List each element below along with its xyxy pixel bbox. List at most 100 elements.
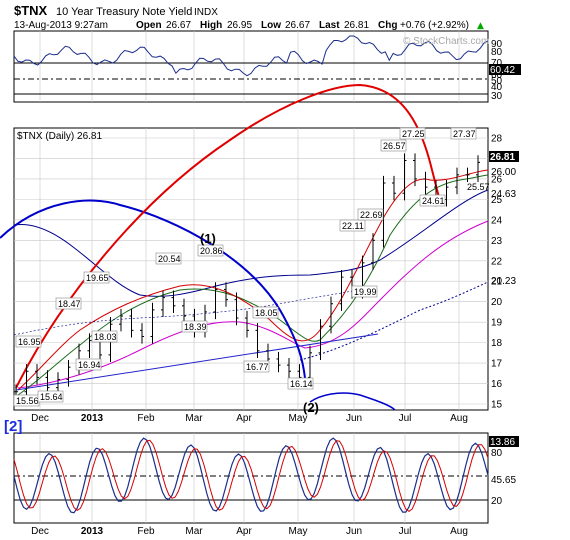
rsi-panel: 90 80 70 60 50 40 30 60.42 (13, 30, 521, 103)
stoch-high-badge (489, 436, 519, 447)
wave-1-label: (1) (200, 231, 216, 246)
stoch-k-line (13, 437, 489, 514)
x-tick-label-stoch: Jun (346, 526, 362, 537)
chg-label: Chg (378, 20, 397, 31)
annotation-label: 18.39 (184, 322, 207, 332)
security-name: 10 Year Treasury Note Yield (56, 6, 192, 18)
up-arrow-icon: ▲ (477, 21, 484, 31)
chg-value: +0.76 (+2.92%) (400, 20, 469, 31)
last-label: Last (319, 20, 340, 31)
price-y-tick: 28 (491, 134, 503, 145)
last-price-value: 26.81 (490, 152, 515, 163)
rsi-tick-30: 30 (491, 91, 503, 102)
annotation-label: 19.99 (354, 287, 377, 297)
x-axis-ticks-stoch: Dec 2013 Feb Mar Apr May Jun Jul Aug (31, 526, 468, 537)
price-panel: 2827262524232221201918171615 15.5616.951… (0, 83, 519, 415)
stochastic-panel: [2] 13.86 80 45.65 20 (4, 418, 519, 524)
annotation-label: 18.47 (58, 299, 81, 309)
x-tick-label-stoch: Aug (450, 526, 468, 537)
annotation-label: 16.94 (78, 360, 101, 370)
rsi-tick-50: 50 (491, 76, 503, 87)
header-datetime: 13-Aug-2013 9:27am (14, 20, 108, 31)
open-value: 26.67 (166, 20, 191, 31)
x-tick-label-stoch: Apr (236, 526, 252, 537)
symbol-title: $TNX (14, 3, 48, 18)
stoch-tick-20: 20 (491, 496, 503, 507)
ma-long-line (17, 220, 489, 389)
price-y-tick: 20 (491, 297, 503, 308)
price-y-tick: 23 (491, 236, 503, 247)
price-legend: $TNX (Daily) 26.81 (17, 131, 102, 142)
annotation-box (351, 285, 378, 298)
annotation-label: 27.37 (453, 129, 476, 139)
annotation-label: 22.11 (342, 221, 364, 231)
annotation-label: 27.25 (402, 129, 425, 139)
rsi-grid (39, 31, 460, 102)
price-y-tick: 25 (491, 195, 503, 206)
stoch-tick-80: 80 (491, 448, 503, 459)
rsi-frame (13, 30, 489, 103)
annotation-label: 16.14 (290, 379, 313, 389)
annotation-box (357, 208, 384, 221)
blue-cycle-arc (0, 199, 306, 379)
price-y-tick: 18 (491, 338, 503, 349)
price-y-tick: 19 (491, 318, 503, 329)
rsi-tick-90: 90 (491, 39, 503, 50)
trendline (15, 333, 379, 391)
rsi-tick-60: 60 (491, 70, 503, 81)
ma-200-value: 20.23 (491, 276, 516, 287)
price-y-tick: 16 (491, 379, 503, 390)
annotation-box (181, 320, 208, 333)
annotation-box (91, 330, 118, 343)
annotation-box (243, 360, 270, 373)
annotation-label: 20.54 (158, 254, 181, 264)
blue-cycle-arc-2 (309, 392, 396, 411)
annotation-box (339, 219, 366, 232)
stoch-grid (39, 433, 460, 523)
stoch-high-value: 13.86 (490, 437, 515, 448)
annotation-label: 18.03 (94, 332, 117, 342)
ma-200-line (299, 281, 489, 361)
rsi-value-badge (489, 64, 521, 75)
wave-2-badge: [2] (4, 418, 22, 435)
red-cycle-arc (15, 83, 441, 389)
price-y-tick: 22 (491, 256, 503, 267)
x-tick-label-stoch: 2013 (81, 526, 104, 537)
x-tick-label: Jun (346, 413, 362, 424)
annotation-label: 22.69 (360, 210, 383, 220)
x-tick-label-stoch: Feb (137, 526, 155, 537)
annotation-label: 26.57 (383, 141, 406, 151)
annotation-box (155, 252, 182, 265)
price-y-tick: 26 (491, 174, 503, 185)
annotation-box (37, 390, 64, 403)
annotation-label: 19.65 (86, 273, 109, 283)
annotation-box (15, 335, 42, 348)
annotation-box (450, 127, 477, 140)
ma-mid-value: 25.57 (467, 182, 490, 192)
high-label: High (200, 20, 222, 31)
ma-short-value: 26.00 (491, 167, 516, 178)
annotation-box (252, 306, 279, 319)
price-y-tick: 21 (491, 277, 503, 288)
rsi-value-label: 60.42 (490, 65, 515, 76)
x-tick-label: Jul (399, 413, 412, 424)
price-annotations: 15.56 16.95 15.64 18.47 16.94 19.65 18.03 20.54… (13, 127, 490, 407)
low-label: Low (261, 20, 281, 31)
ma-long-value: 24.63 (491, 189, 516, 200)
rsi-tick-80: 80 (491, 47, 503, 58)
x-tick-label: 2013 (81, 413, 104, 424)
x-tick-label: Aug (450, 413, 468, 424)
stoch-d-line (13, 439, 489, 513)
low-value: 26.67 (285, 20, 310, 31)
high-value: 26.95 (227, 20, 252, 31)
annotation-box (399, 127, 426, 140)
watermark: © StockCharts.com (403, 36, 489, 47)
annotation-box (287, 377, 314, 390)
x-tick-label: May (289, 413, 308, 424)
last-value: 26.81 (344, 20, 369, 31)
last-price-badge (489, 151, 519, 162)
x-tick-label: Mar (185, 413, 203, 424)
x-tick-label-stoch: Mar (185, 526, 203, 537)
x-tick-label-stoch: May (289, 526, 308, 537)
x-tick-label: Dec (31, 413, 49, 424)
